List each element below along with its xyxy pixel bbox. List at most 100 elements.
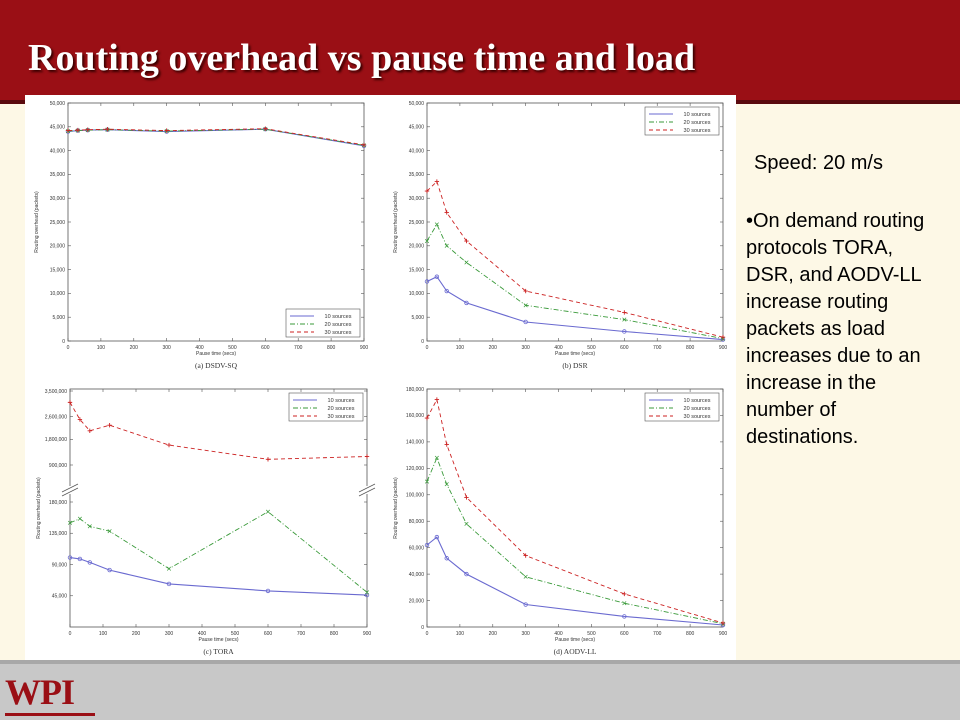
y-axis-label: Routing overhead (packets) [393,477,399,539]
series-point-30-sources [105,126,110,132]
title-bar [0,0,960,100]
y-tick-label: 15,000 [409,267,425,273]
y-tick-label: 50,000 [409,101,425,107]
series-point-30-sources [464,238,469,244]
plot-frame [426,102,724,342]
series-point-30-sources [87,428,92,434]
axis-break-mark [358,487,376,497]
y-axis-label: Routing overhead (packets) [34,191,40,253]
series-point-30-sources [464,495,469,500]
series-line-2 [426,456,724,625]
y-tick-label: 10,000 [50,291,66,297]
series-line-3 [67,128,365,146]
series-point-20-sources [444,243,449,248]
x-tick-label: 200 [130,345,139,351]
series-point-30-sources [361,142,367,148]
series-point-10-sources [464,300,469,306]
series-point-30-sources [444,442,449,447]
series-point-20-sources [265,509,271,514]
y-tick-label: 25,000 [409,220,425,226]
y-tick-label: 30,000 [50,196,66,202]
chart-figure: 0 100 200 300 400 500 600 700 800 900 0 5,000 10,000… [25,95,736,666]
y-tick-label: 35,000 [50,172,66,178]
legend-entry: 10 sources [684,112,711,118]
series-point-30-sources [85,127,90,132]
series-point-20-sources [434,222,439,227]
series-point-30-sources [720,620,726,626]
x-tick-label: 200 [489,345,498,351]
legend-entry: 20 sources [684,120,711,126]
legend-entry: 30 sources [325,330,352,336]
series-point-30-sources [166,442,172,448]
series-point-30-sources [622,310,627,315]
y-tick-label: 2,600,000 [45,414,67,420]
series-point-10-sources [444,556,449,561]
series-point-20-sources [444,482,449,487]
series-line-2 [426,223,724,340]
y-tick-label: 90,000 [52,562,68,568]
y-tick-label: 15,000 [50,267,66,273]
slide-title: Routing overhead vs pause time and load [28,37,696,79]
series-point-10-sources [166,581,172,587]
x-tick-label: 700 [294,345,303,351]
y-tick-label: 25,000 [50,220,66,226]
series-point-30-sources [720,334,726,340]
series-point-30-sources [523,553,528,558]
x-tick-label: 700 [297,631,306,637]
series-point-30-sources [263,126,268,131]
y-tick-label: 120,000 [406,466,424,472]
series-point-10-sources [77,556,83,562]
series-point-20-sources [107,529,112,534]
series-point-20-sources [434,455,439,460]
x-tick-label: 800 [686,631,695,637]
series-point-10-sources [523,602,528,607]
plot-frame [69,388,368,628]
x-tick-label: 200 [489,631,498,637]
legend-entry: 20 sources [325,322,352,328]
x-tick-label: 800 [686,345,695,351]
series-line-1 [69,557,368,596]
legend-entry: 10 sources [684,398,711,404]
x-tick-label: 700 [653,631,662,637]
x-tick-label: 500 [587,345,596,351]
x-tick-label: 100 [456,631,465,637]
y-tick-label: 180,000 [49,500,67,506]
y-tick-label: 100,000 [406,493,424,499]
chart-panel-4: 0 100 200 300 400 500 600 700 800 900 0 20,000 40,00… [393,387,727,656]
series-point-10-sources [434,534,440,540]
panel-caption: (c) TORA [203,647,234,656]
series-point-10-sources [444,288,449,294]
chart-panel-1: 0 100 200 300 400 500 600 700 800 900 0 5,000 10,000… [34,101,368,370]
x-tick-label: 400 [554,345,563,351]
legend-entry: 20 sources [328,406,355,412]
series-line-2 [69,511,368,593]
panel-caption: (a) DSDV-SQ [195,361,238,370]
x-axis-label: Pause time (secs) [196,351,236,357]
y-tick-label: 180,000 [406,387,424,393]
y-tick-label: 50,000 [50,101,66,107]
y-tick-label: 0 [421,339,424,345]
series-point-30-sources [164,128,169,133]
y-tick-label: 140,000 [406,440,424,446]
series-point-10-sources [265,588,271,594]
wpi-logo-text: WPI [5,672,75,712]
y-tick-label: 40,000 [409,148,425,154]
y-tick-label: 0 [421,625,424,631]
series-point-10-sources [622,614,627,619]
series-point-30-sources [364,454,370,459]
axis-break-mark [61,487,79,497]
x-axis-label: Pause time (secs) [555,351,595,357]
x-tick-label: 300 [162,345,171,351]
y-tick-label: 10,000 [409,291,425,297]
series-point-10-sources [364,592,370,598]
series-line-1 [426,536,724,626]
series-point-20-sources [67,520,73,525]
chart-panels: 0 100 200 300 400 500 600 700 800 900 0 5,000 10,000… [34,101,727,656]
wpi-logo-underline [5,713,95,716]
legend-entry: 30 sources [684,128,711,134]
series-point-20-sources [523,303,528,308]
x-tick-label: 100 [99,631,108,637]
plot-frame [426,388,724,628]
series-point-10-sources [622,329,627,334]
series-line-3 [426,180,724,338]
